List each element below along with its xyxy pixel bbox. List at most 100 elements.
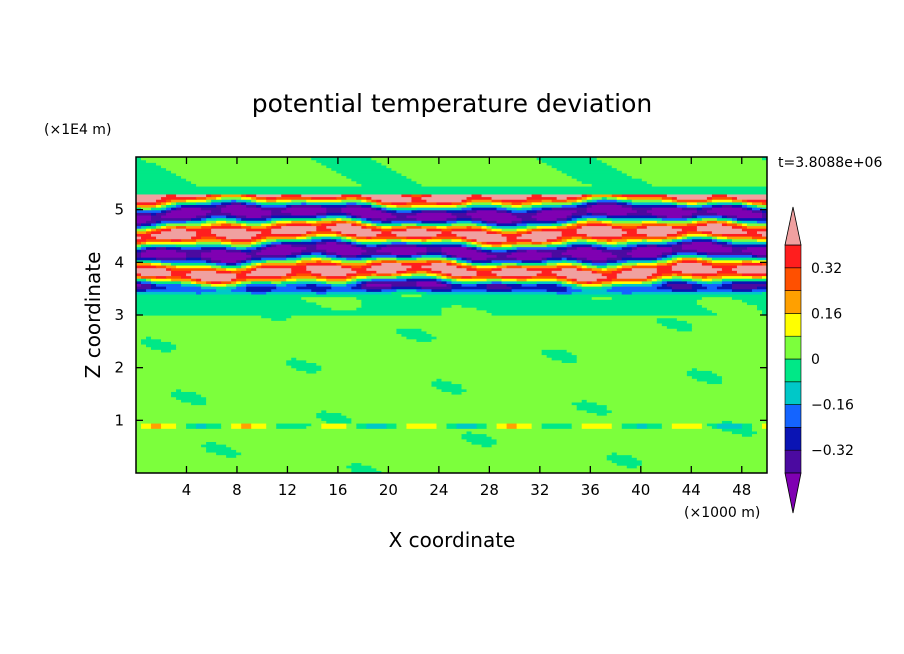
- field-cell: [216, 196, 222, 200]
- field-cell: [316, 275, 327, 279]
- field-cell: [606, 196, 618, 200]
- field-cell: [381, 241, 393, 245]
- field-cell: [136, 236, 142, 240]
- field-cell: [426, 291, 558, 295]
- field-cell: [581, 262, 588, 266]
- field-cell: [526, 199, 543, 203]
- field-cell: [231, 212, 272, 216]
- field-cell: [576, 354, 767, 358]
- field-cell: [541, 193, 583, 198]
- field-cell: [511, 212, 538, 216]
- field-cell: [141, 222, 152, 227]
- field-cell: [376, 199, 382, 203]
- field-cell: [586, 238, 598, 242]
- field-cell: [211, 228, 247, 232]
- field-cell: [286, 257, 297, 261]
- field-cell: [336, 196, 347, 200]
- field-cell: [581, 399, 588, 403]
- colorbar-label: −0.32: [811, 443, 854, 459]
- field-cell: [166, 222, 202, 227]
- field-cell: [436, 422, 448, 427]
- field-cell: [376, 243, 387, 248]
- field-cell: [751, 204, 758, 208]
- field-cell: [401, 222, 418, 227]
- field-cell: [566, 275, 608, 279]
- field-cell: [291, 357, 297, 361]
- field-cell: [266, 196, 277, 200]
- field-cell: [336, 222, 352, 227]
- field-cell: [176, 264, 212, 269]
- field-cell: [676, 254, 698, 258]
- field-cell: [236, 217, 242, 221]
- field-cell: [311, 157, 372, 161]
- field-cell: [471, 262, 483, 266]
- field-cell: [146, 288, 217, 292]
- field-cell: [451, 391, 463, 395]
- field-cell: [366, 217, 372, 221]
- field-cell: [721, 233, 763, 237]
- field-cell: [296, 257, 302, 261]
- field-cell: [441, 230, 453, 234]
- field-cell: [356, 307, 443, 311]
- field-cell: [141, 249, 147, 253]
- field-cell: [156, 228, 162, 232]
- field-cell: [251, 257, 262, 261]
- field-cell: [696, 378, 723, 382]
- field-cell: [731, 243, 767, 248]
- field-cell: [136, 259, 152, 263]
- field-cell: [196, 241, 222, 245]
- field-cell: [666, 236, 678, 240]
- field-cell: [151, 259, 162, 263]
- field-cell: [576, 246, 593, 250]
- field-cell: [551, 222, 563, 227]
- field-cell: [496, 222, 518, 227]
- field-cell: [166, 246, 182, 250]
- field-cell: [731, 220, 738, 224]
- field-cell: [751, 275, 763, 279]
- field-cell: [136, 346, 152, 350]
- field-cell: [466, 236, 508, 240]
- field-cell: [351, 212, 393, 216]
- field-cell: [461, 199, 468, 203]
- field-cell: [556, 196, 568, 200]
- field-cell: [286, 207, 327, 211]
- field-cell: [141, 425, 152, 429]
- field-cell: [746, 207, 753, 211]
- field-cell: [346, 175, 408, 179]
- field-cell: [501, 201, 513, 205]
- field-cell: [326, 254, 337, 258]
- field-cell: [136, 207, 142, 211]
- field-cell: [696, 207, 703, 211]
- field-cell: [136, 157, 142, 161]
- field-cell: [136, 159, 147, 163]
- field-cell: [506, 249, 518, 253]
- field-cell: [566, 214, 573, 219]
- field-cell: [311, 236, 322, 240]
- field-cell: [141, 246, 147, 250]
- field-cell: [366, 275, 398, 279]
- field-cell: [241, 259, 247, 263]
- field-cell: [136, 370, 307, 374]
- field-cell: [376, 207, 382, 211]
- field-cell: [576, 359, 767, 363]
- field-cell: [136, 325, 668, 329]
- field-cell: [531, 422, 543, 427]
- field-cell: [721, 214, 728, 219]
- field-cell: [376, 272, 393, 277]
- field-cell: [206, 196, 217, 200]
- field-cell: [486, 241, 503, 245]
- field-cell: [326, 251, 337, 256]
- field-cell: [486, 225, 493, 229]
- colorbar-band: [784, 244, 802, 269]
- field-cell: [586, 196, 593, 200]
- field-cell: [491, 243, 503, 248]
- field-cell: [571, 243, 593, 248]
- field-cell: [361, 246, 382, 250]
- field-cell: [541, 422, 573, 427]
- field-cell: [356, 217, 362, 221]
- field-cell: [241, 262, 247, 266]
- field-cell: [136, 446, 207, 450]
- field-cell: [556, 220, 568, 224]
- field-cell: [606, 288, 673, 292]
- field-cell: [261, 230, 272, 234]
